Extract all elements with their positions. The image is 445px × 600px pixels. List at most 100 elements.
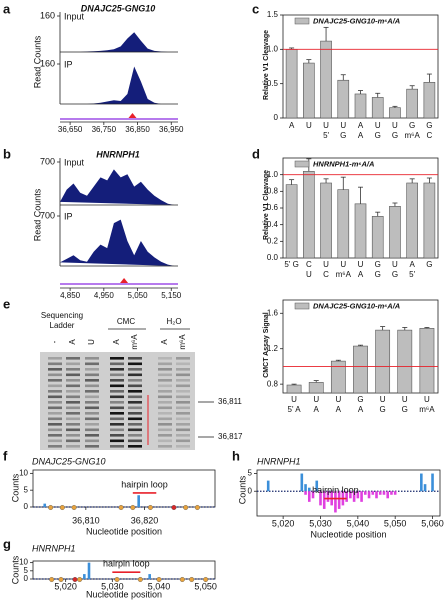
y-tick-label: 5 bbox=[24, 485, 29, 494]
legend-label: DNAJC25-GNG10-m⁶A/A bbox=[313, 16, 400, 25]
gel-band bbox=[110, 434, 124, 437]
count-bar bbox=[390, 491, 393, 495]
y-axis-label: Read Counts bbox=[32, 188, 42, 241]
gel-band bbox=[85, 428, 99, 432]
site-marker bbox=[189, 577, 195, 583]
gel-band bbox=[158, 412, 172, 415]
bar bbox=[371, 216, 384, 259]
gel-band bbox=[48, 357, 62, 360]
count-bar bbox=[311, 491, 315, 499]
chart-title: HNRNPH1 bbox=[257, 456, 301, 466]
gel-band bbox=[176, 362, 190, 366]
coverage-area bbox=[60, 169, 175, 205]
count-bar bbox=[83, 574, 86, 579]
panel-letter: h bbox=[232, 448, 240, 463]
gel-band bbox=[176, 373, 190, 377]
category-label: G bbox=[357, 395, 363, 404]
y-tick-label: 5 bbox=[24, 566, 29, 575]
count-bar bbox=[364, 491, 367, 495]
y-tick-label: 10 bbox=[19, 468, 28, 477]
x-tick-label: 36,810 bbox=[72, 515, 100, 525]
legend-swatch bbox=[294, 160, 310, 168]
category-label: U bbox=[375, 121, 381, 130]
gel-band bbox=[66, 357, 80, 360]
gel-band bbox=[128, 439, 142, 443]
y-axis-label: Read Counts bbox=[32, 35, 42, 88]
y-tick-label: 0.2 bbox=[267, 236, 279, 245]
site-marker bbox=[183, 505, 189, 511]
gel-band bbox=[48, 379, 62, 382]
y-tick-label: 1.2 bbox=[267, 344, 279, 353]
gel-band bbox=[85, 390, 99, 393]
gel-band bbox=[128, 406, 142, 410]
gel-band bbox=[176, 439, 190, 443]
gel-band bbox=[85, 439, 99, 443]
gel-band bbox=[128, 362, 142, 366]
site-marker bbox=[72, 577, 78, 583]
gel-band bbox=[66, 384, 80, 388]
gel-band bbox=[66, 412, 80, 415]
count-bar bbox=[148, 574, 151, 579]
gel-band bbox=[85, 395, 99, 399]
count-bar bbox=[423, 484, 427, 492]
panel-letter: e bbox=[3, 296, 10, 311]
panel-letter: c bbox=[252, 1, 259, 16]
gel-lane-label: A bbox=[112, 339, 121, 345]
count-bar bbox=[356, 491, 360, 499]
gel-band bbox=[110, 406, 124, 410]
gel-band bbox=[85, 406, 99, 410]
annotation: hairpin loop bbox=[103, 559, 150, 569]
bar bbox=[353, 345, 368, 394]
site-marker bbox=[130, 505, 136, 511]
gel-band bbox=[176, 384, 190, 388]
category-label: A bbox=[336, 405, 342, 414]
category-label: G bbox=[426, 260, 432, 269]
gel-band bbox=[85, 412, 99, 415]
category-label: m⁶A bbox=[405, 131, 421, 140]
gel-band bbox=[128, 357, 142, 360]
category-label: A bbox=[358, 405, 364, 414]
gel-band bbox=[48, 439, 62, 443]
track-title: DNAJC25-GNG10 bbox=[81, 3, 156, 13]
category-label: A bbox=[289, 121, 295, 130]
gel-band bbox=[48, 423, 62, 426]
bar bbox=[371, 97, 384, 119]
x-tick-label: 5,030 bbox=[309, 518, 332, 528]
category-label: U bbox=[392, 260, 398, 269]
gel-band bbox=[128, 401, 142, 404]
x-tick-label: 4,850 bbox=[60, 291, 81, 300]
site-marker bbox=[59, 505, 65, 511]
bar bbox=[303, 62, 315, 119]
coverage-area bbox=[60, 32, 175, 52]
category-label: A bbox=[358, 131, 364, 140]
count-bar bbox=[352, 491, 356, 502]
gel-band bbox=[128, 368, 142, 371]
x-tick-label: 5,060 bbox=[421, 518, 444, 528]
gel-band bbox=[48, 362, 62, 366]
gel-band bbox=[110, 357, 124, 360]
gel-lane-label: m⁶A bbox=[130, 334, 139, 350]
panel-letter: a bbox=[3, 1, 11, 16]
count-bar bbox=[137, 495, 140, 507]
category-label: U bbox=[323, 260, 329, 269]
y-tick-label: 10 bbox=[19, 558, 28, 567]
category-label: G bbox=[426, 121, 432, 130]
gel-band bbox=[66, 401, 80, 404]
y-tick-label: 160 bbox=[40, 10, 55, 20]
gel-lane-label: U bbox=[87, 339, 96, 345]
site-marker bbox=[58, 577, 64, 583]
gel-band bbox=[110, 373, 124, 377]
y-tick-label: 1.6 bbox=[267, 308, 279, 317]
gel-band bbox=[128, 445, 142, 448]
gel-band bbox=[85, 379, 99, 382]
gel-band bbox=[110, 412, 124, 415]
count-bar bbox=[349, 491, 352, 499]
gel-band bbox=[176, 417, 190, 421]
bar bbox=[308, 382, 324, 394]
category-label: 5' G bbox=[284, 260, 298, 269]
y-tick-label: 0.8 bbox=[267, 186, 279, 195]
count-bar bbox=[319, 491, 322, 506]
bar bbox=[423, 81, 436, 119]
gel-band bbox=[110, 362, 124, 366]
